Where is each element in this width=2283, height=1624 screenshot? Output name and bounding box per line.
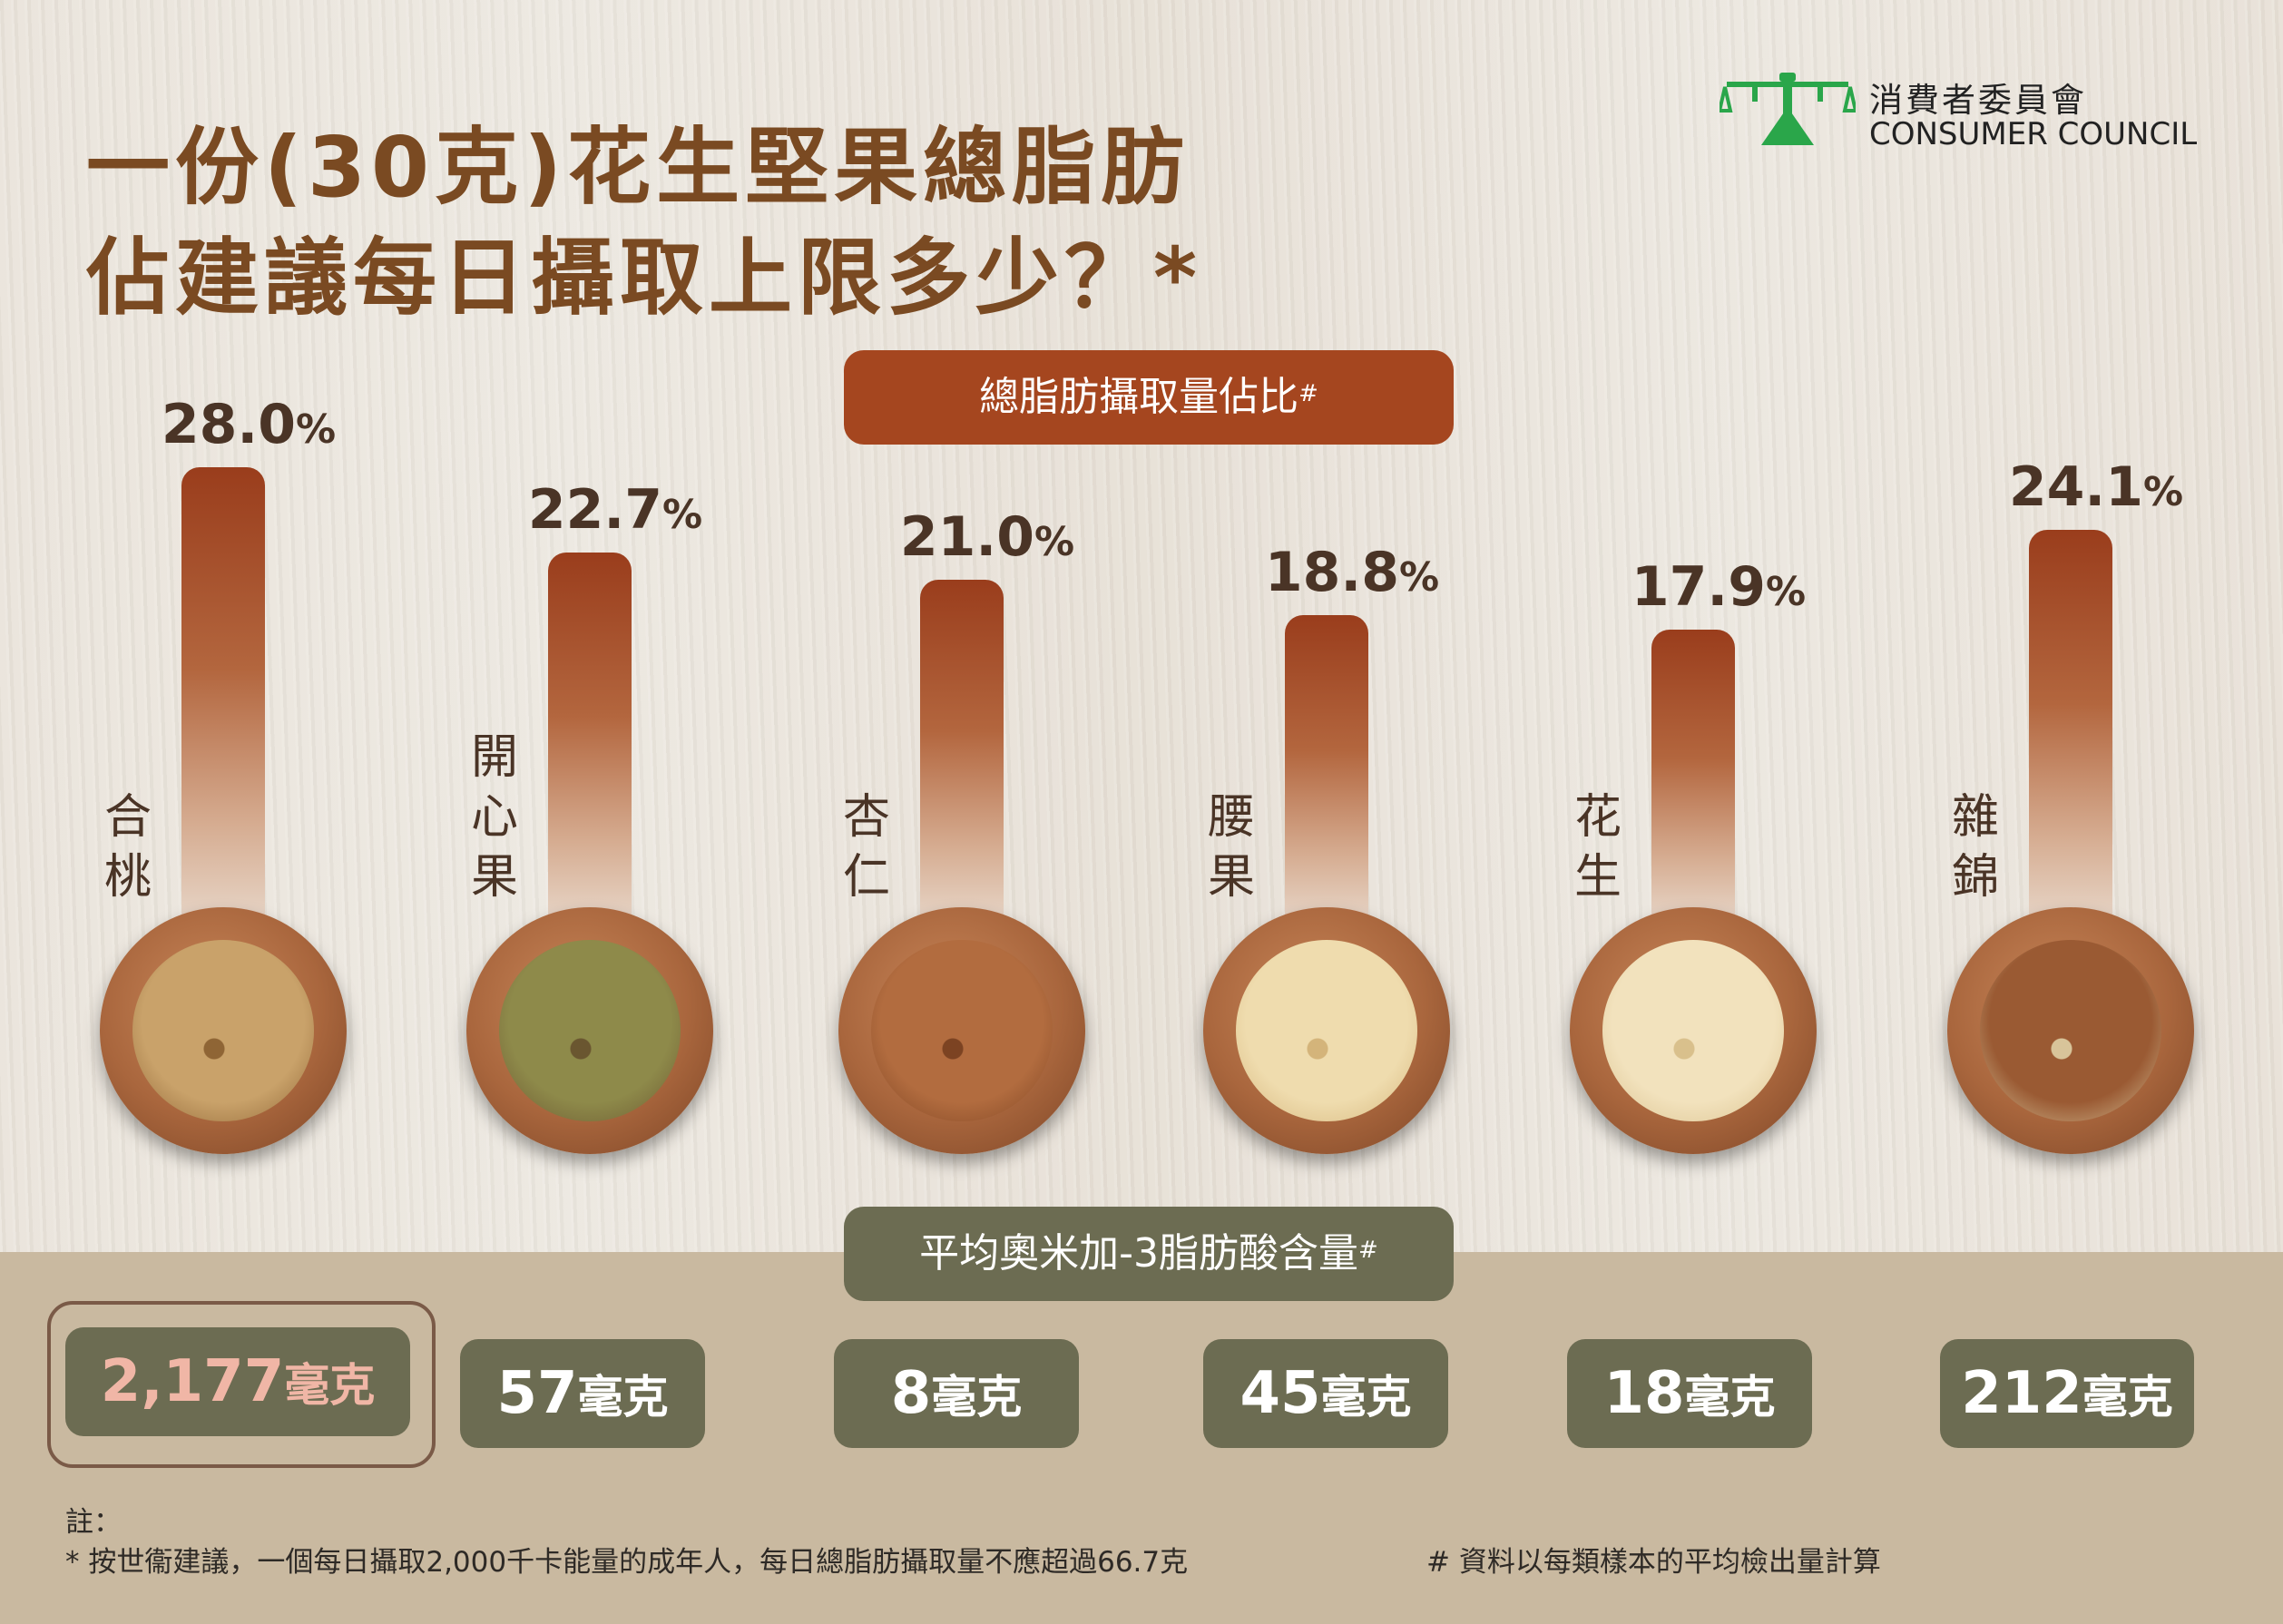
wood-background [0,0,2283,1252]
spoon-1 [466,907,713,1154]
bar-0 [181,467,265,916]
spoon-4 [1570,907,1817,1154]
omega3-value-5: 212毫克 [1940,1339,2194,1448]
value-label-3: 18.8% [1264,540,1440,604]
value-label-4: 17.9% [1631,554,1807,619]
nut-pile-0 [132,940,314,1121]
omega3-mark: # [1358,1237,1378,1264]
nut-pile-3 [1236,940,1417,1121]
notes-heading: 註： [65,1506,122,1539]
omega3-label: 平均奧米加-3脂肪酸含量 [919,1230,1359,1277]
category-label-2: 杏仁 [842,790,890,905]
omega-band [0,1252,2283,1624]
omega3-value-1: 57毫克 [460,1339,705,1448]
bar-1 [548,552,632,916]
value-label-0: 28.0% [161,393,337,456]
nut-pile-1 [499,940,681,1121]
spoon-5 [1947,907,2194,1154]
category-label-4: 花生 [1573,790,1622,905]
omega3-value-2: 8毫克 [834,1339,1079,1448]
fat-intake-label: 總脂肪攝取量佔比 [979,374,1299,420]
spoon-0 [100,907,347,1154]
omega3-value-0: 2,177毫克 [65,1327,410,1436]
scales-of-justice-icon [1717,73,1858,145]
bar-4 [1651,629,1735,916]
value-label-5: 24.1% [2008,455,2184,519]
note-star: * 按世衞建議，一個每日攝取2,000千卡能量的成年人，每日總脂肪攝取量不應超過… [65,1546,1189,1579]
category-label-3: 腰果 [1207,790,1255,905]
omega3-value-3: 45毫克 [1203,1339,1448,1448]
logo-text-zh: 消費者委員會 [1869,81,2087,120]
nut-pile-2 [871,940,1053,1121]
note-hash: # 資料以每類樣本的平均檢出量計算 [1426,1546,1881,1579]
logo-text-en: CONSUMER COUNCIL [1869,116,2198,152]
value-label-1: 22.7% [527,477,703,542]
category-label-1: 開心果 [470,730,518,905]
title-line-2: 佔建議每日攝取上限多少？* [86,230,1203,327]
fat-intake-mark: # [1298,380,1318,407]
nut-pile-4 [1602,940,1784,1121]
spoon-2 [838,907,1085,1154]
consumer-council-logo: 消費者委員會 CONSUMER COUNCIL [1717,71,2197,152]
bar-5 [2029,529,2112,916]
bar-2 [920,579,1004,916]
title-line-1: 一份(30克)花生堅果總脂肪 [86,119,1190,216]
value-label-2: 21.0% [899,504,1075,569]
omega3-value-4: 18毫克 [1567,1339,1812,1448]
category-label-0: 合桃 [103,790,152,905]
fat-intake-pill: 總脂肪攝取量佔比# [844,350,1454,445]
bar-3 [1285,614,1368,916]
category-label-5: 雜錦 [1951,790,1999,905]
spoon-3 [1203,907,1450,1154]
omega3-pill: 平均奧米加-3脂肪酸含量# [844,1207,1454,1301]
highlight-frame [47,1301,436,1468]
nut-pile-5 [1980,940,2161,1121]
